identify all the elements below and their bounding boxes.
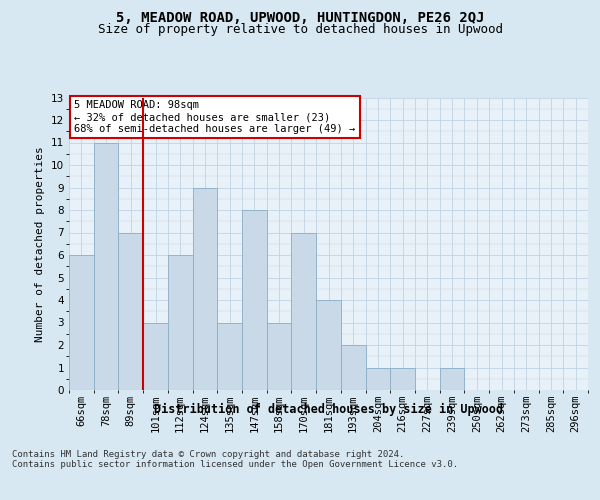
Text: 5, MEADOW ROAD, UPWOOD, HUNTINGDON, PE26 2QJ: 5, MEADOW ROAD, UPWOOD, HUNTINGDON, PE26… [116, 11, 484, 25]
Bar [316, 300, 341, 390]
Bar [94, 142, 118, 390]
Bar [267, 322, 292, 390]
Bar [292, 232, 316, 390]
Text: Distribution of detached houses by size in Upwood: Distribution of detached houses by size … [154, 402, 503, 415]
Text: Size of property relative to detached houses in Upwood: Size of property relative to detached ho… [97, 22, 503, 36]
Bar [69, 255, 94, 390]
Bar [118, 232, 143, 390]
Y-axis label: Number of detached properties: Number of detached properties [35, 146, 46, 342]
Bar [440, 368, 464, 390]
Bar [341, 345, 365, 390]
Bar [390, 368, 415, 390]
Text: 5 MEADOW ROAD: 98sqm
← 32% of detached houses are smaller (23)
68% of semi-detac: 5 MEADOW ROAD: 98sqm ← 32% of detached h… [74, 100, 355, 134]
Bar [143, 322, 168, 390]
Bar [365, 368, 390, 390]
Bar [193, 188, 217, 390]
Bar [217, 322, 242, 390]
Bar [168, 255, 193, 390]
Bar [242, 210, 267, 390]
Text: Contains HM Land Registry data © Crown copyright and database right 2024.
Contai: Contains HM Land Registry data © Crown c… [12, 450, 458, 469]
